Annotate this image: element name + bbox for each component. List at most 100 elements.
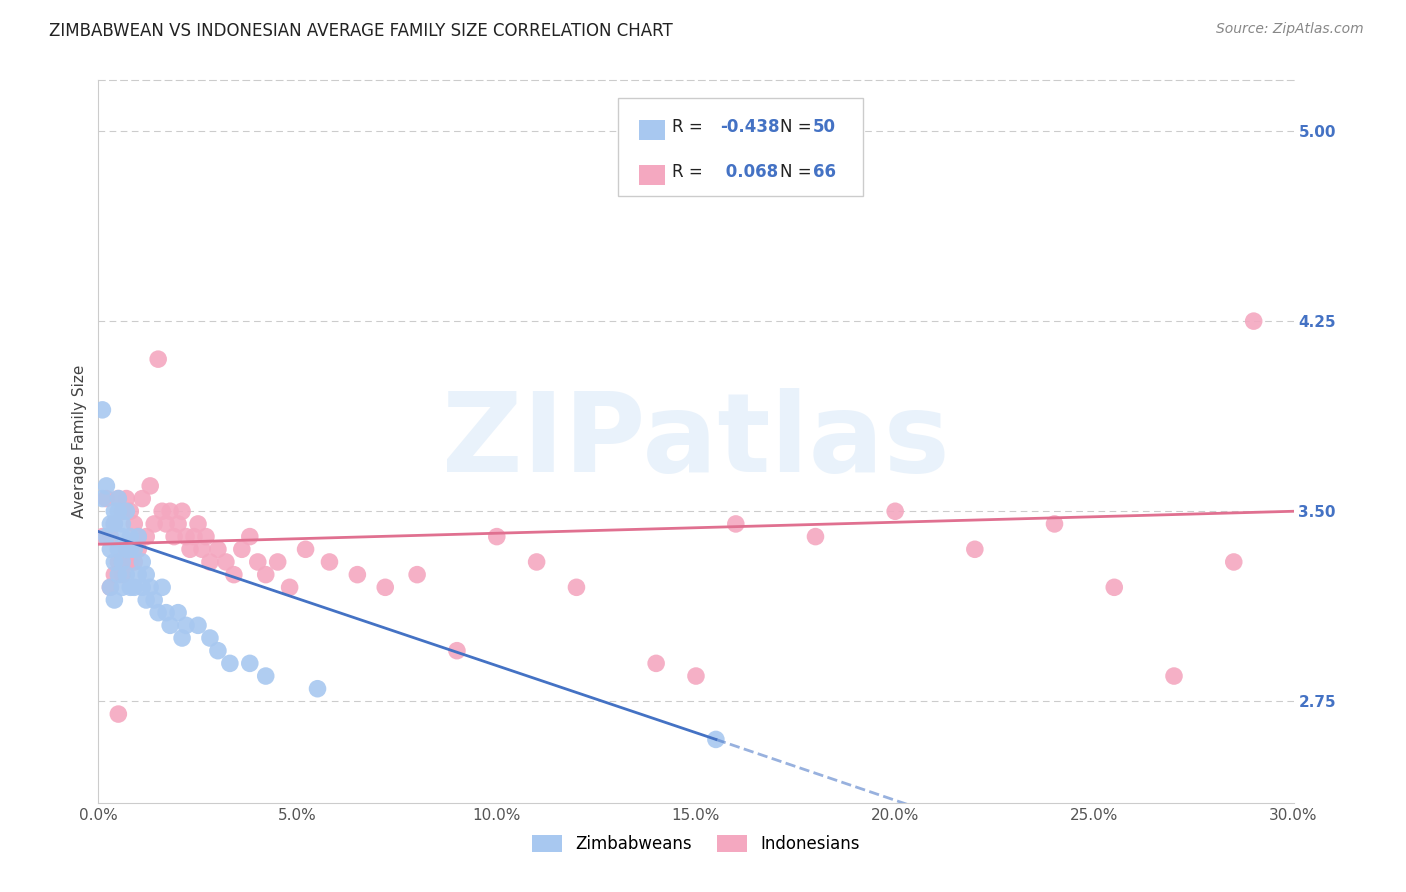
FancyBboxPatch shape — [638, 120, 665, 140]
Point — [135, 593, 157, 607]
Text: 66: 66 — [813, 163, 837, 181]
Point — [374, 580, 396, 594]
Point — [111, 580, 134, 594]
Legend: Zimbabweans, Indonesians: Zimbabweans, Indonesians — [526, 828, 866, 860]
Point — [120, 542, 142, 557]
Point — [159, 504, 181, 518]
Text: 50: 50 — [813, 119, 837, 136]
Point — [120, 530, 142, 544]
Point — [294, 542, 316, 557]
Point — [107, 707, 129, 722]
Point — [685, 669, 707, 683]
Point — [187, 516, 209, 531]
Point — [804, 530, 827, 544]
Point — [96, 530, 118, 544]
Point — [159, 618, 181, 632]
Text: R =: R = — [672, 119, 709, 136]
Point — [239, 530, 262, 544]
Text: N =: N = — [780, 119, 817, 136]
Point — [565, 580, 588, 594]
Point — [131, 580, 153, 594]
Point — [198, 631, 221, 645]
Point — [127, 530, 149, 544]
Point — [103, 504, 125, 518]
Point — [963, 542, 986, 557]
Point — [167, 606, 190, 620]
Point — [103, 567, 125, 582]
Point — [107, 504, 129, 518]
Point — [98, 516, 122, 531]
Point — [1243, 314, 1265, 328]
Point — [103, 516, 125, 531]
Point — [172, 504, 194, 518]
Point — [155, 606, 177, 620]
Point — [107, 491, 129, 506]
Point — [120, 555, 142, 569]
Point — [187, 618, 209, 632]
Text: ZIMBABWEAN VS INDONESIAN AVERAGE FAMILY SIZE CORRELATION CHART: ZIMBABWEAN VS INDONESIAN AVERAGE FAMILY … — [49, 22, 673, 40]
Point — [148, 352, 170, 367]
Point — [107, 555, 129, 569]
Point — [239, 657, 262, 671]
Point — [150, 504, 173, 518]
Point — [124, 555, 146, 569]
Point — [254, 567, 277, 582]
Point — [246, 555, 269, 569]
Point — [179, 542, 201, 557]
Point — [198, 555, 221, 569]
Point — [139, 580, 162, 594]
Point — [150, 580, 173, 594]
Point — [174, 530, 197, 544]
Point — [124, 580, 146, 594]
Point — [526, 555, 548, 569]
Point — [120, 504, 142, 518]
Point — [222, 567, 245, 582]
Point — [318, 555, 340, 569]
FancyBboxPatch shape — [638, 165, 665, 186]
Text: R =: R = — [672, 163, 709, 181]
Point — [103, 516, 125, 531]
Point — [207, 643, 229, 657]
Point — [485, 530, 508, 544]
Point — [115, 542, 138, 557]
Point — [143, 593, 166, 607]
Point — [884, 504, 907, 518]
Point — [148, 606, 170, 620]
Point — [167, 516, 190, 531]
Point — [111, 555, 134, 569]
Point — [183, 530, 205, 544]
Text: 0.068: 0.068 — [720, 163, 778, 181]
Point — [1104, 580, 1126, 594]
Point — [307, 681, 329, 696]
Point — [143, 516, 166, 531]
Point — [127, 567, 149, 582]
Text: N =: N = — [780, 163, 817, 181]
Point — [139, 479, 162, 493]
Point — [98, 580, 122, 594]
Point — [191, 542, 214, 557]
Point — [135, 530, 157, 544]
Point — [219, 657, 242, 671]
Point — [98, 530, 122, 544]
Point — [267, 555, 290, 569]
Point — [131, 555, 153, 569]
Point — [155, 516, 177, 531]
Point — [98, 580, 122, 594]
Point — [406, 567, 429, 582]
Text: Source: ZipAtlas.com: Source: ZipAtlas.com — [1216, 22, 1364, 37]
Point — [231, 542, 253, 557]
Point — [91, 402, 114, 417]
Point — [107, 567, 129, 582]
Point — [278, 580, 301, 594]
Point — [107, 491, 129, 506]
Point — [111, 530, 134, 544]
Point — [346, 567, 368, 582]
FancyBboxPatch shape — [619, 98, 863, 196]
Point — [107, 542, 129, 557]
Point — [127, 542, 149, 557]
Point — [174, 618, 197, 632]
Point — [254, 669, 277, 683]
Point — [163, 530, 186, 544]
Point — [111, 504, 134, 518]
Point — [111, 516, 134, 531]
